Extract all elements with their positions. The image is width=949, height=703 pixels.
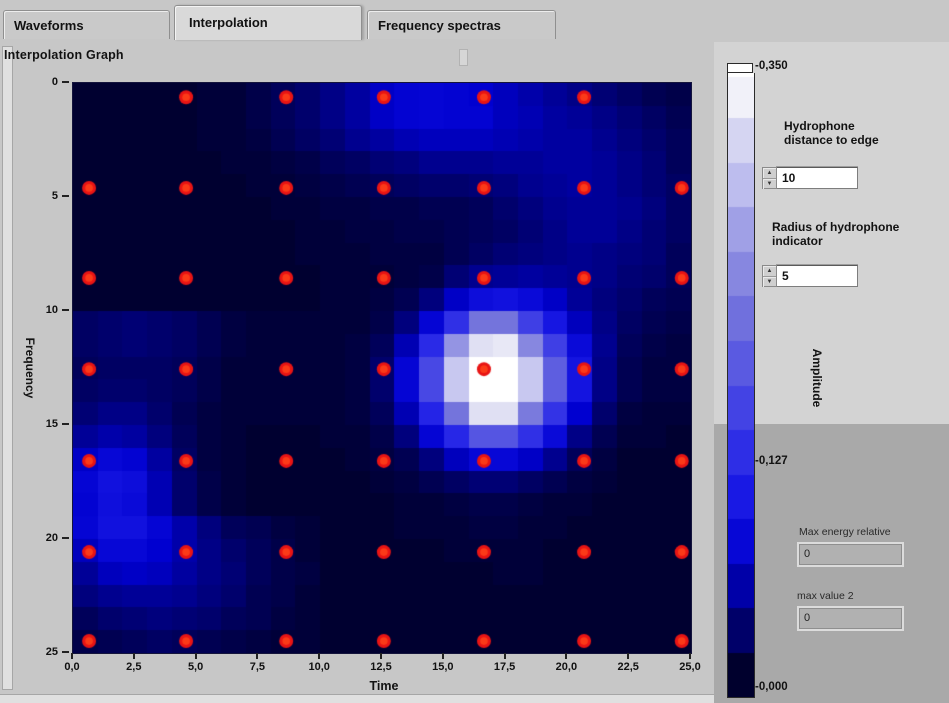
y-axis-label: Frequency bbox=[23, 337, 37, 399]
cursor-mover-icon[interactable] bbox=[459, 49, 468, 66]
hydrophone-distance-label: Hydrophone distance to edge bbox=[784, 119, 879, 147]
x-tick-label: 12,5 bbox=[370, 661, 392, 673]
x-tick-label: 0,0 bbox=[64, 661, 80, 673]
spinner-up-icon[interactable]: ▲ bbox=[763, 168, 776, 179]
max-value2-label: max value 2 bbox=[797, 590, 854, 602]
x-tick-mark bbox=[565, 653, 568, 659]
x-tick-label: 2,5 bbox=[126, 661, 142, 673]
y-tick-mark bbox=[62, 81, 69, 83]
y-tick-mark bbox=[62, 195, 69, 197]
spinner-up-icon[interactable]: ▲ bbox=[763, 266, 776, 277]
horizontal-scrollbar[interactable] bbox=[0, 694, 714, 703]
max-value2-field: 0 bbox=[797, 606, 904, 631]
x-tick-mark bbox=[256, 653, 259, 659]
colorbar-max-box bbox=[727, 63, 753, 73]
x-tick-mark bbox=[627, 653, 630, 659]
x-tick-label: 22,5 bbox=[617, 661, 639, 673]
x-tick-label: 15,0 bbox=[432, 661, 454, 673]
tab-interpolation[interactable]: Interpolation bbox=[174, 5, 362, 40]
x-tick-label: 5,0 bbox=[187, 661, 204, 673]
amplitude-axis-label: Amplitude bbox=[810, 348, 824, 408]
radius-indicator-field[interactable]: 5 bbox=[776, 265, 858, 287]
y-tick-label: 0 bbox=[51, 76, 58, 88]
y-tick-mark bbox=[62, 537, 69, 539]
radius-indicator-spinner[interactable]: ▲ ▼ bbox=[762, 265, 777, 287]
spinner-down-icon[interactable]: ▼ bbox=[763, 277, 776, 287]
x-tick-mark bbox=[689, 653, 691, 659]
x-tick-label: 10,0 bbox=[308, 661, 330, 673]
graph-title: Interpolation Graph bbox=[4, 48, 124, 62]
y-tick-label: 5 bbox=[51, 190, 58, 202]
colorbar-tick-max: -0,350 bbox=[755, 60, 788, 72]
colorbar-tick-min: -0,000 bbox=[755, 681, 788, 693]
interpolation-heatmap[interactable] bbox=[72, 82, 692, 654]
x-tick-mark bbox=[71, 653, 73, 659]
x-tick-label: 7,5 bbox=[249, 661, 266, 673]
amplitude-colorbar[interactable] bbox=[727, 73, 755, 698]
spinner-down-icon[interactable]: ▼ bbox=[763, 179, 776, 189]
vertical-scrollbar[interactable] bbox=[2, 46, 13, 690]
y-tick-label: 20 bbox=[45, 532, 58, 544]
x-tick-label: 25,0 bbox=[679, 661, 701, 673]
tab-frequency-spectras[interactable]: Frequency spectras bbox=[367, 10, 556, 39]
x-tick-label: 20,0 bbox=[555, 661, 578, 673]
hydrophone-distance-spinner[interactable]: ▲ ▼ bbox=[762, 167, 777, 189]
y-tick-label: 10 bbox=[45, 304, 58, 316]
radius-indicator-label: Radius of hydrophone indicator bbox=[772, 220, 900, 248]
y-tick-mark bbox=[62, 651, 69, 653]
y-tick-label: 15 bbox=[45, 418, 58, 430]
y-tick-label: 25 bbox=[45, 646, 58, 658]
x-tick-mark bbox=[503, 653, 506, 659]
max-energy-label: Max energy relative bbox=[799, 526, 891, 538]
hydrophone-distance-field[interactable]: 10 bbox=[776, 167, 858, 189]
y-tick-mark bbox=[62, 423, 69, 425]
y-tick-mark bbox=[62, 309, 69, 311]
x-tick-mark bbox=[194, 653, 197, 659]
max-energy-field: 0 bbox=[797, 542, 904, 567]
x-axis-label: Time bbox=[369, 679, 399, 693]
x-tick-mark bbox=[132, 653, 135, 659]
x-tick-label: 17,5 bbox=[493, 661, 516, 673]
x-tick-mark bbox=[318, 653, 321, 659]
x-tick-mark bbox=[380, 653, 382, 659]
colorbar-tick-mid: -0,127 bbox=[755, 455, 788, 467]
tab-waveforms[interactable]: Waveforms bbox=[3, 10, 170, 39]
x-tick-mark bbox=[441, 653, 444, 659]
